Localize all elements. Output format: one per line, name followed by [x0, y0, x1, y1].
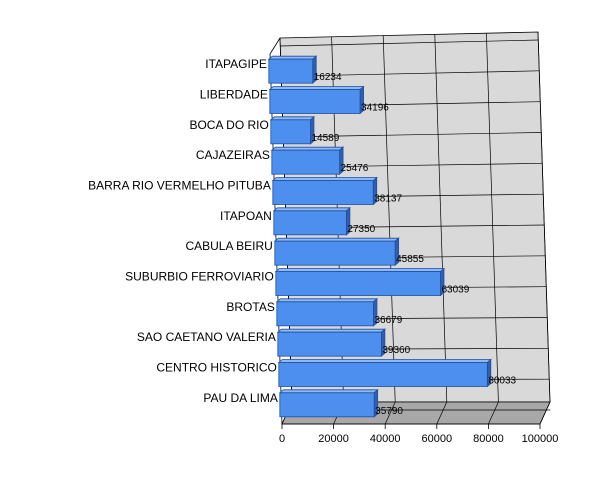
gridline-horizontal — [280, 39, 539, 47]
category-label: CAJAZEIRAS — [196, 148, 270, 162]
bar — [274, 267, 446, 297]
value-labels: 16234 34196 14589 25476 38137 27350 45855 63039… — [311, 72, 516, 417]
bar-front-face — [271, 149, 340, 175]
bar-top-face — [278, 389, 379, 394]
category-label: CENTRO HISTORICO — [156, 361, 276, 375]
bar-top-face — [276, 328, 386, 333]
bar — [268, 85, 365, 115]
x-tick-label: 80000 — [473, 433, 504, 445]
bar-top-face — [272, 207, 351, 212]
x-tick-label: 40000 — [370, 433, 401, 445]
category-label: SUBURBIO FERROVIARIO — [125, 270, 274, 284]
bar-top-face — [269, 116, 316, 121]
value-label: 35790 — [375, 406, 403, 417]
bar — [267, 55, 318, 85]
bar-top-face — [274, 268, 446, 272]
x-tick-label: 60000 — [422, 433, 453, 445]
value-label: 45855 — [396, 254, 424, 265]
category-label: ITAPAGIPE — [205, 57, 267, 71]
value-label: 63039 — [441, 285, 469, 296]
bar-front-face — [274, 240, 396, 266]
bar-front-face — [273, 210, 347, 236]
category-label: LIBERDADE — [200, 88, 268, 102]
bar-front-face — [275, 271, 441, 296]
category-label: SAO CAETANO VALERIA — [137, 330, 276, 344]
value-label: 27350 — [347, 224, 375, 235]
bar-front-face — [269, 89, 361, 114]
bar — [269, 115, 316, 145]
value-label: 36679 — [374, 315, 402, 326]
value-label: 34196 — [361, 103, 389, 114]
bar — [278, 388, 379, 418]
value-label: 39360 — [382, 345, 410, 356]
bar — [271, 176, 378, 206]
bar-front-face — [277, 331, 382, 357]
bar — [277, 358, 492, 388]
bar — [270, 146, 345, 176]
gridline-vertical — [486, 33, 499, 403]
category-label: ITAPOAN — [220, 209, 272, 223]
value-label: 80033 — [488, 376, 516, 387]
category-label: CABULA BEIRU — [185, 239, 272, 253]
category-label: BOCA DO RIO — [189, 118, 268, 132]
bar-front-face — [279, 392, 375, 418]
value-label: 16234 — [314, 72, 342, 83]
bar-top-face — [275, 298, 379, 303]
bar-top-face — [271, 177, 378, 181]
value-label: 38137 — [374, 194, 402, 205]
x-tick-label: 0 — [279, 433, 285, 445]
bar-front-face — [272, 180, 374, 205]
bar-top-face — [277, 359, 492, 363]
value-label: 25476 — [341, 163, 369, 174]
gridline-floor — [384, 401, 396, 425]
left-axis-top-edge — [269, 37, 281, 55]
bar-front-face — [278, 362, 488, 387]
bar — [276, 328, 386, 358]
bar-front-face — [276, 301, 374, 327]
x-tick-label: 20000 — [318, 433, 349, 445]
bar-top-face — [270, 146, 345, 151]
x-axis: 0 20000 40000 60000 80000 100000 — [279, 423, 559, 445]
bar — [275, 297, 379, 327]
x-tick-label: 100000 — [522, 433, 559, 445]
gridline-vertical — [537, 31, 551, 403]
value-label: 14589 — [311, 133, 339, 144]
gridline-vertical — [382, 35, 396, 403]
gridline-vertical — [434, 34, 448, 403]
category-label: BARRA RIO VERMELHO PITUBA — [88, 179, 271, 193]
gridline-floor — [539, 401, 551, 425]
gridline-floor — [436, 401, 448, 425]
bar — [273, 237, 400, 267]
bar-top-face — [267, 55, 318, 60]
bar-top-face — [273, 237, 400, 242]
bar-front-face — [268, 58, 314, 84]
category-label: PAU DA LIMA — [203, 391, 277, 405]
gridline-horizontal — [281, 70, 540, 77]
bar — [272, 206, 351, 236]
gridline-floor — [488, 401, 499, 425]
chart-bars — [267, 55, 492, 418]
bar-front-face — [270, 119, 311, 145]
bar-top-face — [268, 86, 365, 90]
category-label: BROTAS — [226, 300, 274, 314]
category-labels: ITAPAGIPE LIBERDADE BOCA DO RIO CAJAZEIRAS B… — [88, 57, 278, 405]
gridline-horizontal — [283, 132, 542, 138]
